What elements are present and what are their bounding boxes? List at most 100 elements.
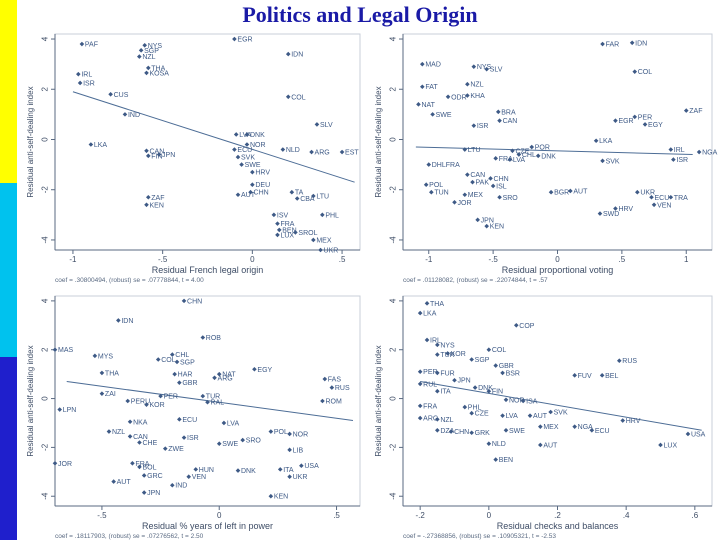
data-point [589,428,595,433]
data-point [572,424,577,429]
data-point [500,413,505,418]
data-point [318,247,323,253]
point-label: USA [691,431,706,438]
point-label: GBR [499,363,514,370]
point-label: CHL [522,152,536,159]
point-label: ARG [315,150,330,157]
data-point [268,493,274,499]
point-label: SVK [554,409,568,416]
y-axis-title: Residual anti-self-dealing index [26,345,35,456]
x-tick-label: -.5 [97,511,107,520]
point-label: HRV [255,170,270,177]
point-label: FIN [492,389,503,396]
x-axis-title: Residual checks and balances [497,521,619,531]
point-label: NYS [148,43,163,50]
point-label: FRA [423,403,437,410]
y-tick-label: 2 [389,347,398,352]
point-label: RAL [211,400,225,407]
y-tick-label: -4 [41,492,50,500]
point-label: LKA [423,311,437,318]
point-label: SVK [606,158,620,165]
data-point [635,189,640,195]
point-label: JPN [481,217,494,224]
data-point [668,194,674,200]
data-point [452,199,457,205]
data-point [276,227,282,233]
point-label: EGY [648,122,663,129]
data-point [520,398,526,404]
data-point [285,51,291,57]
data-point [235,192,241,198]
point-label: KOR [451,351,466,358]
point-label: UKR [293,474,308,481]
regression-note: coef = -.27368856, (robust) se = .109053… [403,533,556,540]
data-point [252,366,257,372]
data-point [287,431,292,437]
point-label: FAR [606,42,620,49]
point-label: BEN [282,227,296,234]
point-label: NAT [222,372,236,379]
point-label: ECU [182,417,197,424]
point-label: LVA [513,157,526,164]
y-tick-label: 2 [41,347,50,352]
point-label: ECU [595,428,610,435]
data-point [538,424,543,429]
data-point [235,468,241,473]
point-label: ROM [325,399,342,406]
data-point [320,212,325,218]
data-point [597,211,603,216]
data-point [240,437,245,443]
point-label: BEN [499,457,513,464]
x-tick-label: -.5 [488,255,498,264]
point-label: KEN [150,202,164,209]
data-point [244,132,250,137]
y-tick-label: -4 [389,236,398,244]
point-label: NZL [112,429,125,436]
data-point [497,194,502,200]
point-label: PAK [476,180,490,187]
point-label: ZAI [105,391,116,398]
data-point [548,409,553,415]
x-tick-label: .5 [339,255,346,264]
point-label: EGR [237,37,252,44]
point-label: SGP [180,359,195,366]
point-label: NAT [421,102,435,109]
point-label: CHN [187,298,202,305]
data-point [277,467,283,472]
data-point [649,194,654,200]
data-point [311,193,316,199]
data-point [177,417,182,422]
x-tick-label: -.2 [415,511,425,520]
data-point [79,41,85,47]
regression-note: coef = .18117903, (robust) se = .0727656… [55,533,204,540]
y-tick-label: 2 [389,86,398,91]
data-point [471,64,477,69]
point-label: LPN [63,407,77,414]
point-label: LKA [599,138,613,145]
point-label: JOR [58,461,72,468]
data-point [462,192,468,198]
point-label: NZL [470,82,483,89]
data-point [193,467,199,472]
data-point [429,189,434,195]
x-tick-label: 0 [555,255,560,264]
data-point [620,418,626,423]
data-point [435,428,440,433]
point-label: POL [429,182,443,189]
scatter-panel-3: -.5 0 .5 -4 -2 0 2 4 Residual % years of left in… [17,290,368,540]
regression-note: coef = .30800494, (robust) se = .0777884… [55,277,204,284]
data-point [309,149,314,155]
data-point [138,48,144,53]
point-label: PER [638,114,652,121]
point-label: ARG [218,375,233,382]
x-tick-label: -1 [69,255,77,264]
point-label: THA [105,370,119,377]
point-label: JPN [458,378,471,385]
x-tick-label: -1 [425,255,433,264]
point-label: SLV [320,122,333,129]
point-label: TRA [674,195,688,202]
y-tick-label: 0 [41,137,50,142]
side-strip-cyan [0,183,17,357]
y-tick-label: -2 [41,443,50,451]
data-point [339,149,345,155]
